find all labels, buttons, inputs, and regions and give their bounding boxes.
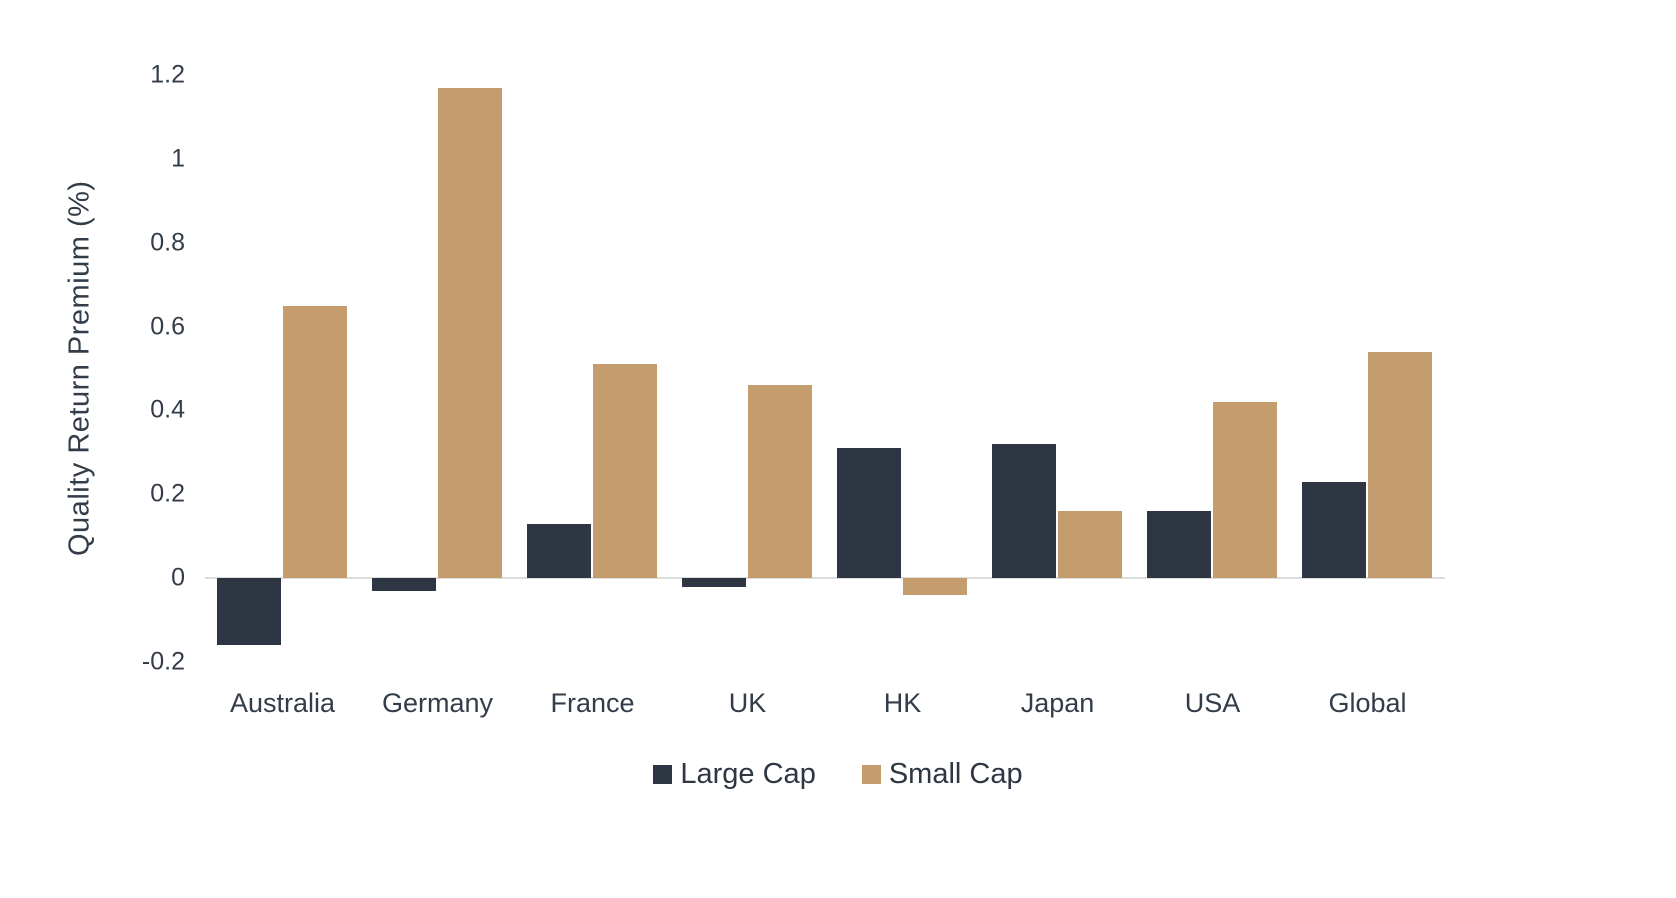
x-label-australia: Australia [229, 688, 336, 718]
x-label-hk: HK [883, 688, 922, 718]
y-tick-label: 0.6 [150, 312, 185, 341]
y-tick-label: 0.4 [150, 395, 185, 424]
bar-small-cap-hk [902, 578, 967, 595]
bar-large-cap-japan [992, 443, 1057, 579]
bar-large-cap-france [527, 523, 592, 579]
legend-swatch-icon [653, 765, 673, 784]
bar-large-cap-uk [682, 578, 747, 587]
legend-label: Small Cap [888, 758, 1023, 790]
bar-large-cap-global [1302, 481, 1367, 579]
bar-small-cap-uk [747, 385, 812, 579]
y-axis-ticks: 1.2 1 0.8 0.6 0.4 0.2 0 -0.2 [90, 61, 185, 676]
x-label-france: France [550, 688, 635, 718]
y-tick-label: 1.2 [150, 60, 185, 89]
bar-small-cap-germany [437, 87, 502, 579]
x-label-uk: UK [728, 688, 767, 718]
y-tick-label: 0 [171, 563, 185, 592]
bar-small-cap-japan [1057, 511, 1122, 579]
y-tick-label: -0.2 [141, 647, 185, 676]
legend-item-small-cap: Small Cap [861, 758, 1023, 791]
bar-small-cap-global [1367, 351, 1432, 579]
legend: Large Cap Small Cap [0, 758, 1676, 791]
y-tick-label: 0.8 [150, 228, 185, 257]
plot-area [205, 75, 1445, 662]
bar-large-cap-usa [1147, 511, 1212, 579]
bar-small-cap-australia [282, 305, 347, 579]
legend-item-large-cap: Large Cap [653, 758, 816, 791]
x-label-usa: USA [1184, 688, 1241, 718]
y-tick-label: 1 [171, 144, 185, 173]
x-label-germany: Germany [381, 688, 494, 718]
bar-small-cap-usa [1212, 402, 1277, 579]
bar-large-cap-hk [837, 448, 902, 579]
bar-large-cap-germany [372, 578, 437, 591]
legend-label: Large Cap [680, 758, 816, 790]
bar-small-cap-france [592, 364, 657, 579]
x-label-global: Global [1328, 688, 1407, 718]
bar-large-cap-australia [217, 578, 282, 646]
zero-baseline [205, 577, 1445, 580]
x-label-japan: Japan [1020, 688, 1095, 718]
legend-swatch-icon [861, 765, 881, 784]
y-tick-label: 0.2 [150, 479, 185, 508]
x-axis-labels: Australia Germany France UK HK Japan USA Global [205, 688, 1445, 719]
